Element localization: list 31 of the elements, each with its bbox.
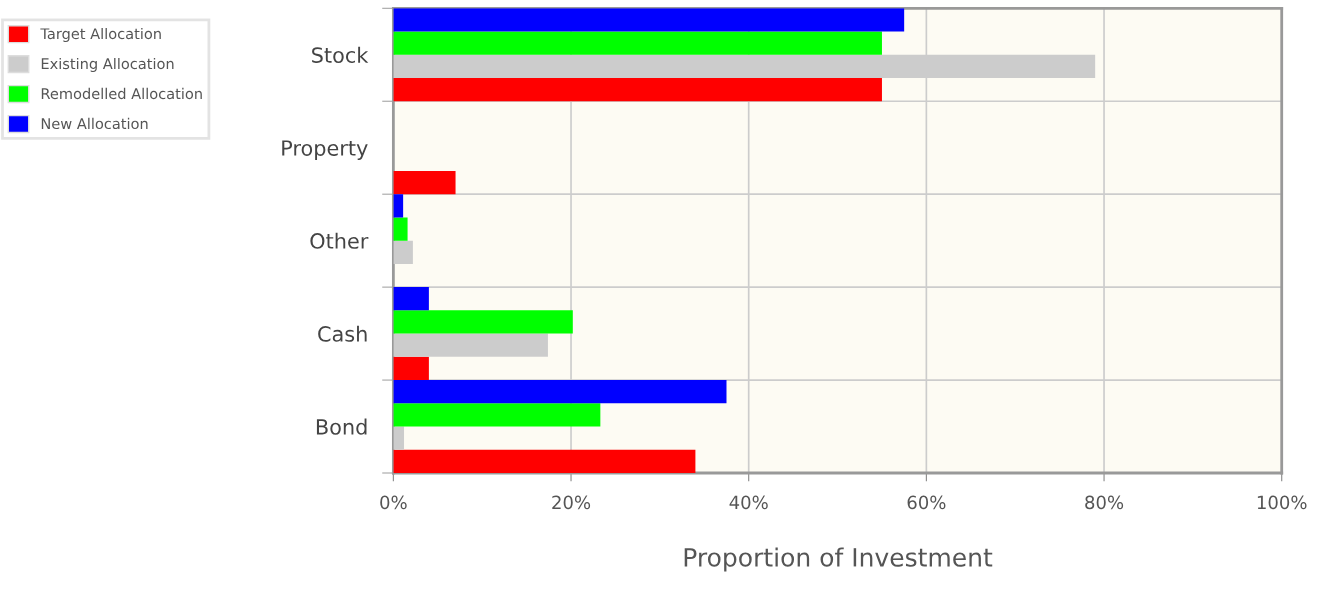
x-tick-label: 60% xyxy=(907,495,946,510)
x-tick-label: 100% xyxy=(1257,495,1307,510)
y-tick-label: Cash xyxy=(318,325,367,342)
legend-label: Target Allocation xyxy=(40,27,161,43)
y-tick-label: Bond xyxy=(316,418,367,435)
bar xyxy=(393,217,408,241)
bar xyxy=(393,31,882,55)
x-tick-label: 0% xyxy=(380,495,407,510)
legend-label: Existing Allocation xyxy=(41,57,174,73)
bar xyxy=(393,310,573,334)
bar xyxy=(393,426,405,450)
bar xyxy=(393,170,456,195)
bar xyxy=(393,449,696,474)
y-tick-label: Other xyxy=(310,232,369,249)
bar xyxy=(393,194,404,218)
bar xyxy=(393,8,905,32)
bar xyxy=(393,333,548,357)
y-tick-label: Stock xyxy=(312,46,369,63)
y-tick-label: Property xyxy=(282,140,368,160)
legend-label: New Allocation xyxy=(41,117,148,130)
bar xyxy=(393,403,601,427)
bar xyxy=(393,380,727,404)
x-tick-label: 20% xyxy=(552,495,591,510)
x-tick-label: 80% xyxy=(1085,495,1124,510)
x-axis-title: Proportion of Investment xyxy=(684,547,993,572)
bar xyxy=(393,78,882,102)
bar xyxy=(393,287,429,311)
legend-label: Remodelled Allocation xyxy=(41,87,202,100)
bar xyxy=(393,240,413,264)
x-tick-label: 40% xyxy=(729,495,768,510)
bar xyxy=(393,356,429,381)
